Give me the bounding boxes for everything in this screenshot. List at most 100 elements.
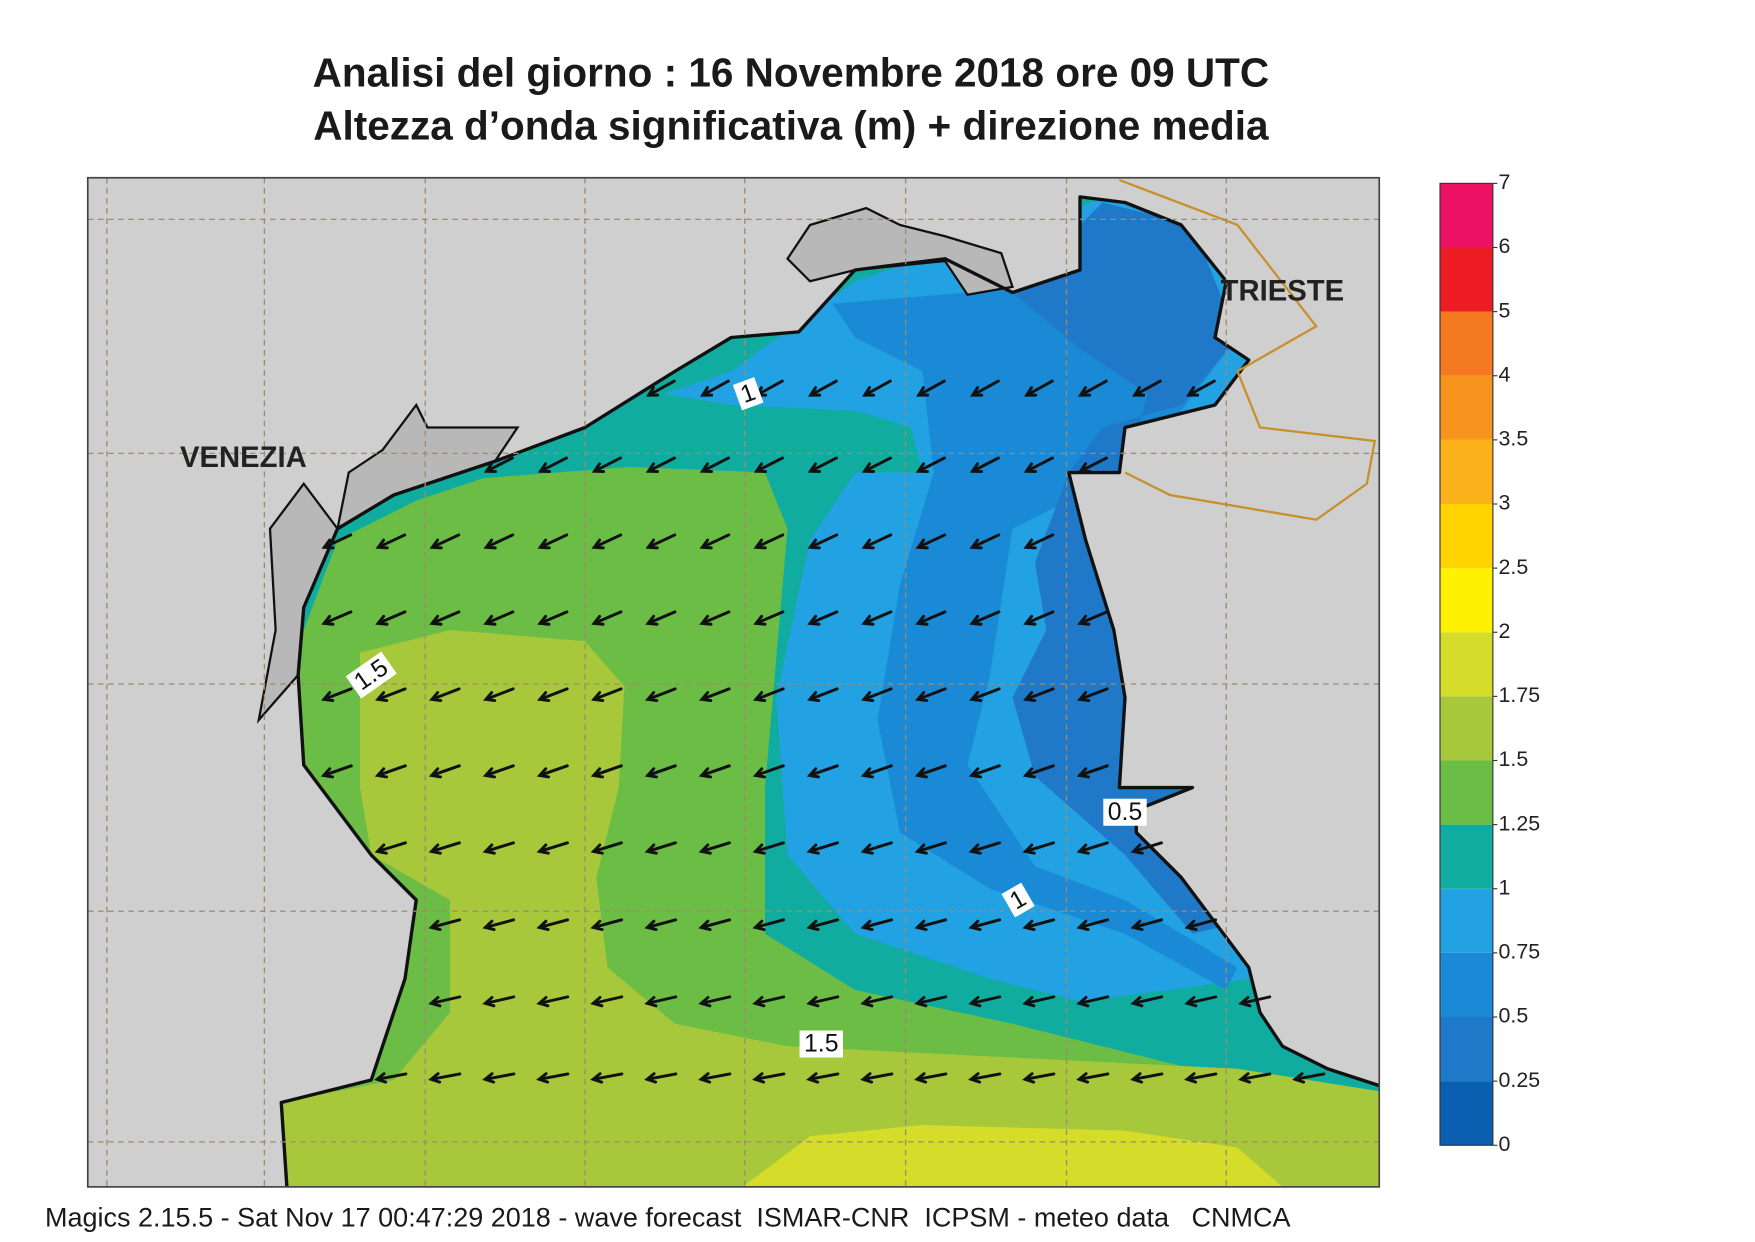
arrow — [428, 841, 461, 855]
colorbar-box — [1440, 888, 1493, 953]
colorbar-box — [1440, 824, 1493, 889]
colorbar-label: 3 — [1499, 491, 1511, 515]
arrow — [428, 995, 462, 1008]
arrow — [1238, 1072, 1272, 1084]
colorbar-label: 0.75 — [1499, 940, 1541, 964]
arrow — [806, 764, 839, 779]
arrow — [699, 533, 731, 550]
arrow — [698, 918, 732, 931]
arrow — [428, 764, 461, 779]
arrow — [808, 379, 838, 397]
arrow — [698, 764, 731, 779]
arrow — [968, 764, 1001, 779]
arrow — [914, 841, 947, 855]
arrow — [1022, 1072, 1056, 1084]
colorbar-box — [1440, 696, 1493, 761]
contour-label-bg — [799, 1030, 843, 1058]
arrow — [1186, 379, 1216, 397]
colorbar-label: 1.75 — [1499, 683, 1541, 707]
arrow — [860, 764, 893, 779]
arrow — [752, 1072, 786, 1084]
arrow — [482, 1072, 516, 1084]
arrow — [1023, 533, 1055, 550]
arrow — [482, 918, 516, 931]
arrow — [860, 918, 894, 931]
colorbar-label: 1.5 — [1499, 747, 1529, 771]
arrow — [915, 687, 947, 703]
arrow — [1076, 841, 1109, 855]
arrow — [806, 1072, 840, 1084]
wave-band — [742, 1125, 1283, 1187]
colorbar-label: 0.25 — [1499, 1068, 1541, 1092]
contour-label-bg — [1103, 798, 1147, 826]
arrow — [375, 533, 407, 550]
arrow — [482, 995, 516, 1008]
arrow — [646, 379, 676, 397]
arrow — [807, 456, 838, 473]
arrow — [320, 764, 353, 779]
arrow — [375, 687, 407, 703]
arrow — [590, 841, 623, 855]
arrow — [861, 533, 893, 550]
arrow — [1076, 995, 1110, 1008]
arrow — [753, 533, 785, 550]
arrow — [482, 841, 515, 855]
arrow — [645, 687, 677, 703]
arrow — [590, 995, 624, 1008]
colorbar: 0 0.25 0.5 0.75 1 1.25 1.5 1.75 2 2.5 3 3.5 4 5 6 7 — [1439, 170, 1541, 1156]
arrow — [644, 918, 678, 931]
colorbar-box — [1440, 183, 1493, 248]
arrow — [1024, 379, 1054, 397]
colorbar-box — [1440, 504, 1493, 569]
arrow — [1023, 687, 1055, 703]
arrow — [915, 610, 947, 626]
arrow — [1130, 841, 1163, 855]
arrow — [482, 764, 515, 779]
arrow — [698, 1072, 732, 1084]
arrow — [375, 610, 407, 626]
title: Analisi del giorno : 16 Novembre 2018 or… — [313, 50, 1270, 96]
arrow — [861, 610, 893, 626]
arrow — [483, 687, 515, 703]
arrow — [483, 533, 515, 550]
arrow — [752, 995, 786, 1008]
arrow — [807, 687, 839, 703]
arrow — [429, 610, 461, 626]
arrow — [374, 841, 407, 855]
arrow — [483, 610, 515, 626]
arrow — [752, 764, 785, 779]
arrow — [1022, 764, 1055, 779]
arrow — [536, 841, 569, 855]
arrow — [1023, 610, 1055, 626]
arrow — [1292, 1072, 1326, 1084]
arrow — [1077, 687, 1109, 703]
colorbar-label: 6 — [1499, 234, 1511, 258]
contour-label-bg — [345, 651, 397, 699]
arrow — [1130, 1072, 1164, 1084]
map: 11.50.511.5 VENEZIA TRIESTE — [87, 177, 1380, 1187]
border — [1118, 178, 1377, 521]
arrow — [752, 918, 786, 931]
arrow — [807, 533, 839, 550]
colorbar-box — [1440, 760, 1493, 825]
wave-band — [1012, 202, 1238, 934]
arrow — [537, 610, 569, 626]
colorbar-label: 5 — [1499, 298, 1511, 322]
contour-label-text: 0.5 — [1108, 799, 1142, 826]
colorbar-label: 1.25 — [1499, 811, 1541, 835]
contour-label: 1.5 — [799, 1030, 843, 1058]
arrow — [537, 687, 569, 703]
arrow — [644, 995, 678, 1008]
arrow — [806, 841, 839, 855]
arrow — [861, 687, 893, 703]
arrow — [969, 687, 1001, 703]
arrow — [860, 995, 894, 1008]
colorbar-box — [1440, 1081, 1493, 1146]
map-frame — [86, 176, 1381, 1188]
arrow — [914, 995, 948, 1008]
colorbar-box — [1440, 1017, 1493, 1082]
arrow — [915, 456, 946, 473]
arrow — [969, 610, 1001, 626]
arrow — [536, 1072, 570, 1084]
